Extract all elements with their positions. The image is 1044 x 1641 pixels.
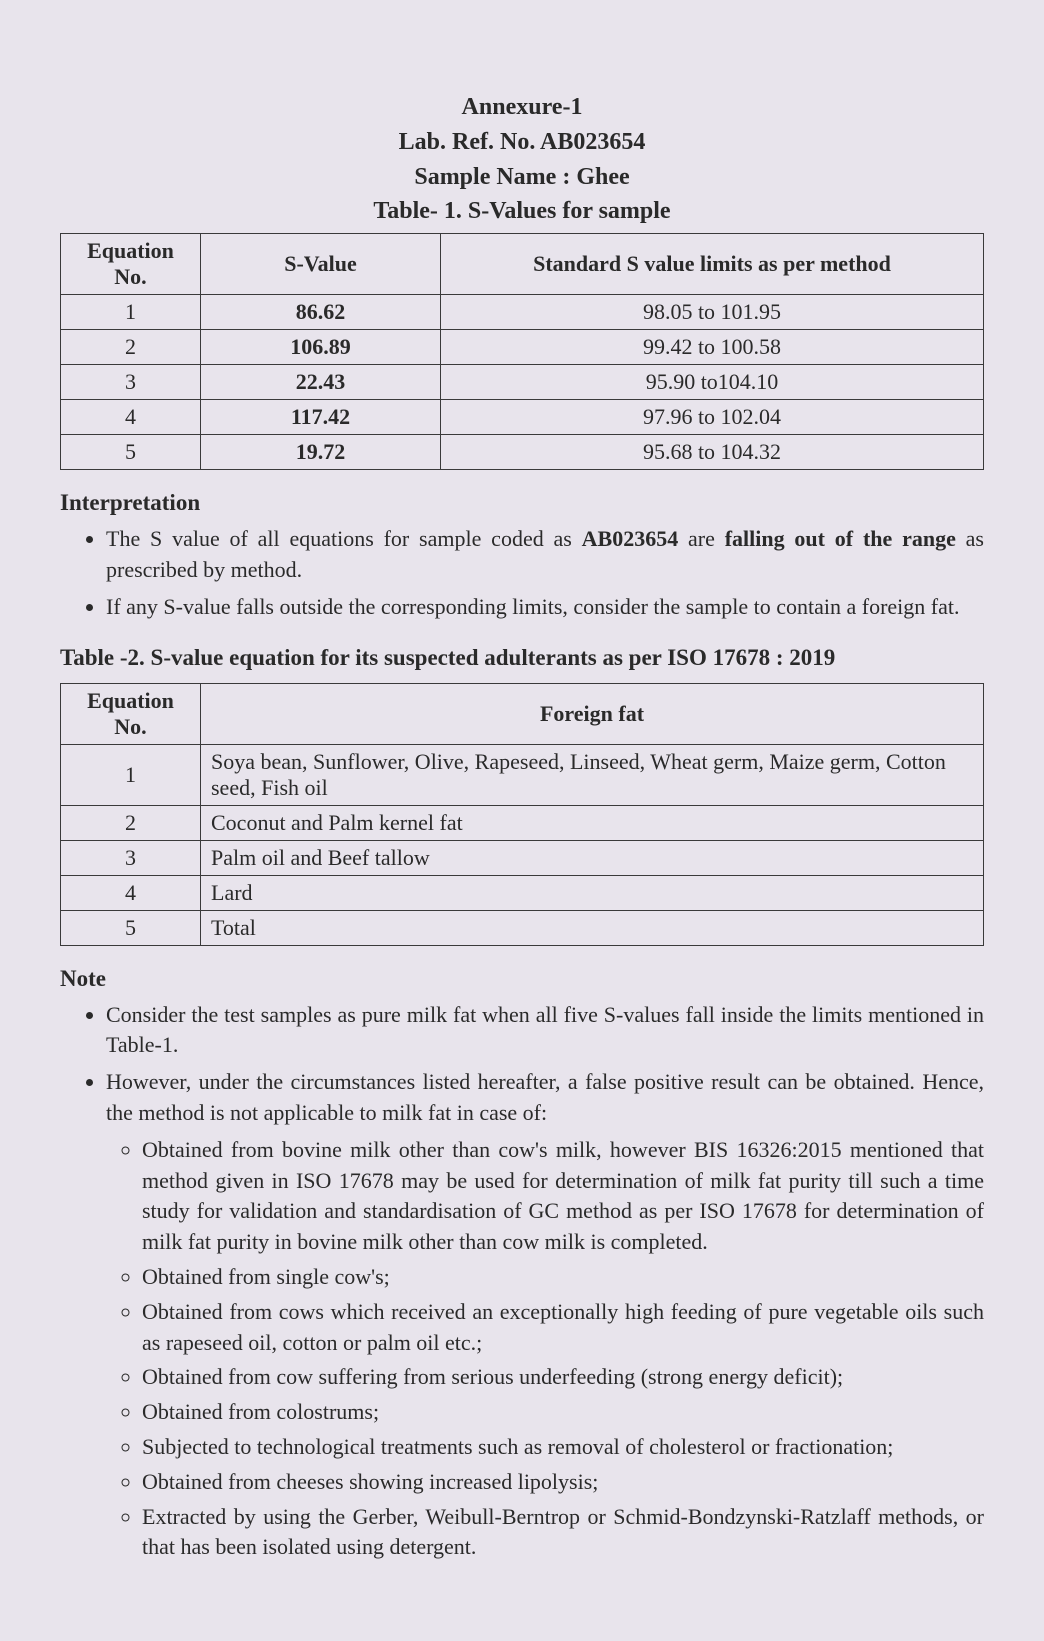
interp-text: are [678,526,724,551]
t1-eq: 2 [61,330,201,365]
interpretation-item: The S value of all equations for sample … [106,524,984,586]
t2-ff: Soya bean, Sunflower, Olive, Rapeseed, L… [201,744,984,805]
table2-th-ff: Foreign fat [201,683,984,744]
interpretation-list: The S value of all equations for sample … [60,524,984,622]
t2-eq: 4 [61,875,201,910]
table2-title: Table -2. S-value equation for its suspe… [60,645,984,671]
t2-ff: Palm oil and Beef tallow [201,840,984,875]
t1-eq: 4 [61,400,201,435]
table-row: 4 117.42 97.96 to 102.04 [61,400,984,435]
table1-th-limits: Standard S value limits as per method [441,234,984,295]
note-subitem: Obtained from cow suffering from serious… [142,1362,984,1393]
table2-th-eq: Equation No. [61,683,201,744]
note-subitem: Obtained from cows which received an exc… [142,1297,984,1359]
note-list: Consider the test samples as pure milk f… [60,1000,984,1564]
t1-limits: 95.90 to104.10 [441,365,984,400]
t2-eq: 1 [61,744,201,805]
note-item: Consider the test samples as pure milk f… [106,1000,984,1062]
t1-eq: 5 [61,435,201,470]
note-subitem: Obtained from colostrums; [142,1397,984,1428]
note-text: However, under the circumstances listed … [106,1069,984,1125]
table-row: 3 Palm oil and Beef tallow [61,840,984,875]
t1-sval: 106.89 [201,330,441,365]
table-row: 1 86.62 98.05 to 101.95 [61,295,984,330]
t2-eq: 3 [61,840,201,875]
interp-text: The S value of all equations for sample … [106,526,582,551]
table-row: 4 Lard [61,875,984,910]
table1-th-eq: Equation No. [61,234,201,295]
table-row: 1 Soya bean, Sunflower, Olive, Rapeseed,… [61,744,984,805]
note-heading: Note [60,966,984,992]
doc-header: Annexure-1 Lab. Ref. No. AB023654 Sample… [60,90,984,229]
labref-line: Lab. Ref. No. AB023654 [60,125,984,160]
table-row: 2 106.89 99.42 to 100.58 [61,330,984,365]
t1-sval: 86.62 [201,295,441,330]
annexure-line: Annexure-1 [60,90,984,125]
interp-bold: falling out of the range [725,526,956,551]
t1-eq: 1 [61,295,201,330]
note-subitem: Obtained from single cow's; [142,1262,984,1293]
note-item: However, under the circumstances listed … [106,1067,984,1563]
table1-header-row: Equation No. S-Value Standard S value li… [61,234,984,295]
t1-sval: 22.43 [201,365,441,400]
t2-ff: Lard [201,875,984,910]
note-sublist: Obtained from bovine milk other than cow… [106,1135,984,1563]
table2: Equation No. Foreign fat 1 Soya bean, Su… [60,683,984,946]
table1: Equation No. S-Value Standard S value li… [60,233,984,470]
t1-limits: 95.68 to 104.32 [441,435,984,470]
interp-code: AB023654 [582,526,679,551]
table-row: 2 Coconut and Palm kernel fat [61,805,984,840]
t1-sval: 19.72 [201,435,441,470]
table-row: 5 Total [61,910,984,945]
t1-eq: 3 [61,365,201,400]
table1-th-sval: S-Value [201,234,441,295]
t2-eq: 5 [61,910,201,945]
sample-line: Sample Name : Ghee [60,160,984,195]
note-subitem: Obtained from cheeses showing increased … [142,1467,984,1498]
t1-limits: 97.96 to 102.04 [441,400,984,435]
table2-header-row: Equation No. Foreign fat [61,683,984,744]
table-row: 3 22.43 95.90 to104.10 [61,365,984,400]
interpretation-heading: Interpretation [60,490,984,516]
t1-sval: 117.42 [201,400,441,435]
note-subitem: Extracted by using the Gerber, Weibull-B… [142,1502,984,1564]
t2-ff: Coconut and Palm kernel fat [201,805,984,840]
t1-limits: 98.05 to 101.95 [441,295,984,330]
t2-ff: Total [201,910,984,945]
note-subitem: Subjected to technological treatments su… [142,1432,984,1463]
interpretation-item: If any S-value falls outside the corresp… [106,592,984,623]
t1-limits: 99.42 to 100.58 [441,330,984,365]
table1-title: Table- 1. S-Values for sample [60,194,984,229]
table-row: 5 19.72 95.68 to 104.32 [61,435,984,470]
note-subitem: Obtained from bovine milk other than cow… [142,1135,984,1258]
t2-eq: 2 [61,805,201,840]
